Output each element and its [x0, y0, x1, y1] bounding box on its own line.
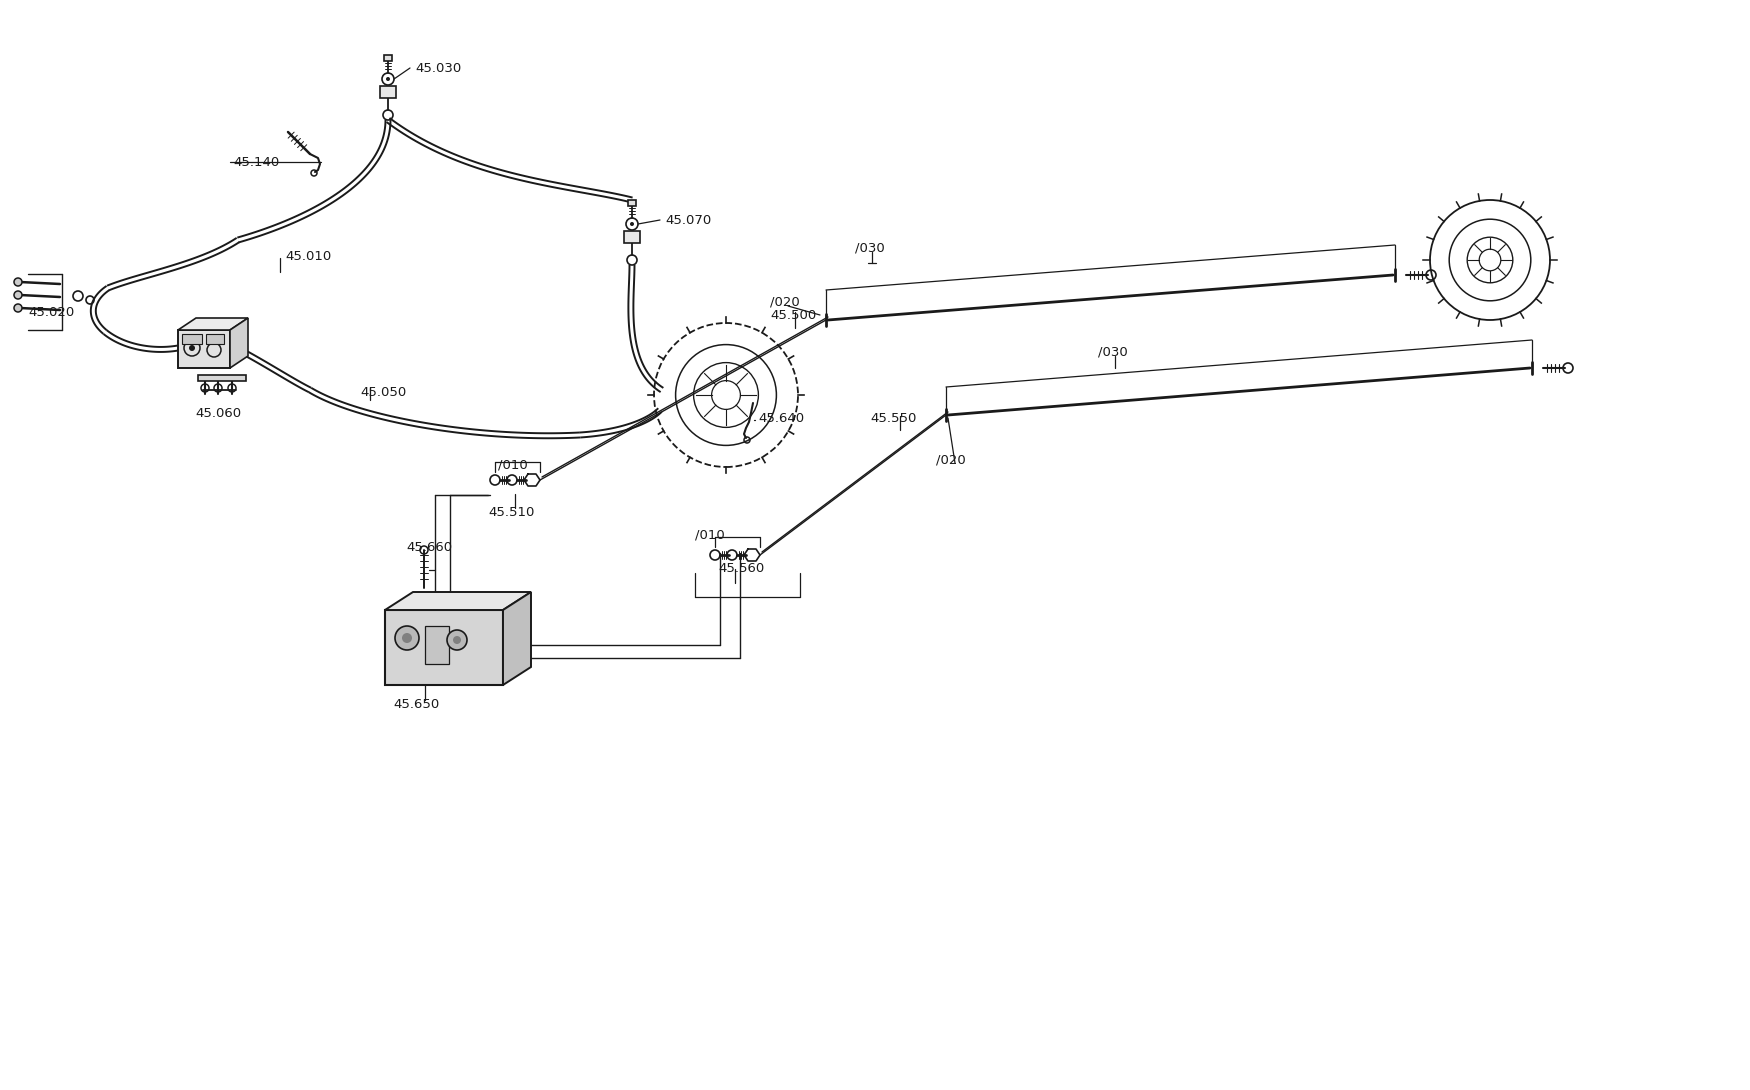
Bar	[178, 330, 229, 368]
Bar	[625, 231, 640, 243]
Text: /010: /010	[695, 529, 724, 542]
Text: 45.560: 45.560	[718, 561, 765, 574]
Circle shape	[189, 346, 194, 351]
Text: 45.500: 45.500	[770, 308, 816, 322]
Text: 45.550: 45.550	[870, 412, 917, 424]
Circle shape	[453, 635, 460, 644]
Text: /020: /020	[770, 295, 800, 308]
Circle shape	[630, 222, 634, 226]
Circle shape	[387, 77, 390, 81]
Text: /030: /030	[856, 242, 886, 254]
Circle shape	[402, 633, 411, 643]
Bar	[182, 334, 201, 344]
Text: 45.060: 45.060	[194, 407, 242, 420]
Text: /020: /020	[936, 453, 966, 467]
Bar	[383, 54, 392, 61]
Bar	[380, 86, 396, 98]
Polygon shape	[229, 318, 248, 368]
Bar	[198, 375, 247, 382]
Text: 45.640: 45.640	[758, 412, 805, 424]
Polygon shape	[385, 592, 530, 610]
Polygon shape	[502, 592, 530, 685]
Text: 45.650: 45.650	[394, 699, 439, 712]
Text: 45.510: 45.510	[488, 506, 534, 519]
Bar	[425, 626, 450, 664]
Text: 45.030: 45.030	[415, 61, 462, 74]
Text: 45.070: 45.070	[665, 214, 710, 227]
Circle shape	[396, 626, 418, 650]
Circle shape	[446, 630, 467, 650]
Text: 45.660: 45.660	[406, 541, 452, 554]
Circle shape	[14, 304, 23, 312]
Text: 45.050: 45.050	[360, 386, 406, 399]
Bar	[206, 334, 224, 344]
Text: 45.140: 45.140	[233, 156, 280, 169]
Text: 45.010: 45.010	[285, 250, 331, 263]
Circle shape	[14, 278, 23, 286]
Text: 45.020: 45.020	[28, 305, 74, 318]
Bar	[385, 610, 502, 685]
Polygon shape	[178, 318, 248, 330]
Bar	[628, 199, 635, 206]
Text: /010: /010	[499, 459, 528, 472]
Text: /030: /030	[1097, 346, 1127, 359]
Circle shape	[14, 291, 23, 299]
